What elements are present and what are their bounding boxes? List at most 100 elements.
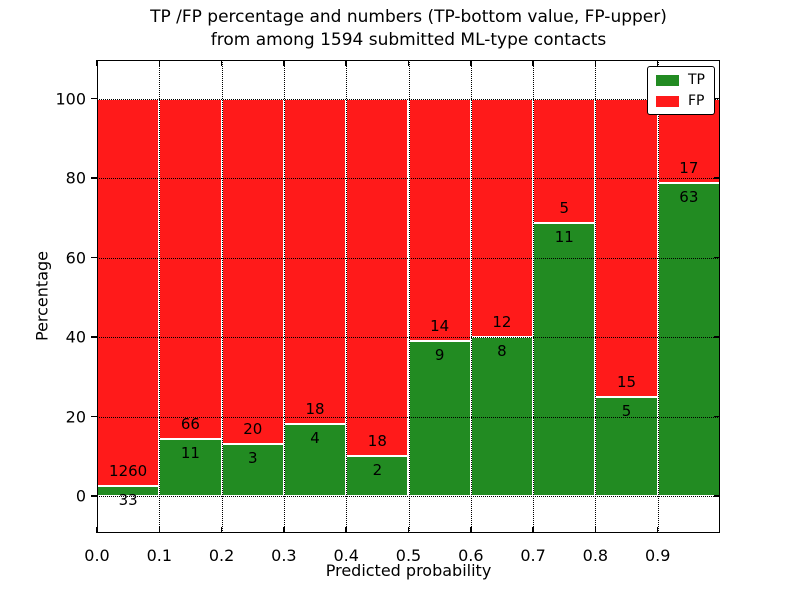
y-tick <box>714 336 720 338</box>
bar-fp-segment <box>221 98 284 445</box>
x-tick <box>656 60 659 66</box>
y-tick-label: 40 <box>65 327 86 347</box>
x-tick <box>283 60 285 66</box>
bar-fp-count-label: 1260 <box>109 461 148 480</box>
x-tick-label: 0.9 <box>644 546 671 565</box>
y-tick <box>91 256 97 259</box>
x-tick <box>532 527 534 533</box>
legend: TP FP <box>647 66 715 115</box>
legend-swatch-fp <box>656 95 679 107</box>
v-gridline <box>283 60 285 533</box>
chart-title-line1: TP /FP percentage and numbers (TP-bottom… <box>150 7 667 27</box>
x-tick <box>96 60 98 66</box>
x-tick-label: 0.2 <box>208 546 235 565</box>
bar-tp-count-label: 3 <box>247 449 258 468</box>
x-tick <box>594 60 597 66</box>
bar-tp-count-label: 11 <box>180 444 200 463</box>
bar-tp-count-label: 4 <box>310 428 320 447</box>
y-tick-label: 80 <box>65 168 86 188</box>
x-tick-label: 0.6 <box>458 546 484 565</box>
bar-tp-segment <box>346 456 409 496</box>
x-tick-label: 0.8 <box>582 546 609 565</box>
x-tick <box>470 60 472 66</box>
bar-fp-segment <box>159 98 222 440</box>
x-tick <box>656 527 659 533</box>
y-tick <box>91 495 97 497</box>
bar-tp-count-label: 8 <box>497 342 507 361</box>
bar-fp-segment <box>97 98 160 486</box>
x-tick-label: 0.7 <box>520 546 546 565</box>
legend-label-tp: TP <box>688 72 705 88</box>
y-tick <box>91 336 97 338</box>
plot-area: 0 20 40 60 80 100 0.0 0.1 0.2 0.3 0.4 0.5 0.6 0.7 0.8 0… <box>55 60 720 565</box>
chart-title-line2: from among 1594 submitted ML-type contac… <box>210 30 607 50</box>
y-tick <box>91 97 97 100</box>
x-tick-label: 0.0 <box>84 546 110 565</box>
v-gridline <box>470 60 472 533</box>
x-axis-label: Predicted probability <box>325 561 492 580</box>
bar-tp-count-label: 9 <box>434 345 445 364</box>
bar-tp-count-label: 2 <box>372 461 383 480</box>
x-tick <box>532 60 534 66</box>
y-tick <box>714 415 720 418</box>
v-gridline <box>408 60 410 533</box>
y-tick <box>91 177 97 179</box>
v-gridline <box>533 60 535 533</box>
x-tick <box>407 527 410 533</box>
bar-fp-segment <box>408 98 471 341</box>
bar-tp-count-label: 11 <box>554 227 574 246</box>
legend-swatch-tp <box>656 74 679 86</box>
bar-fp-count-label: 18 <box>305 399 325 418</box>
bar-fp-count-label: 14 <box>430 316 450 335</box>
bar-tp-count-label: 63 <box>679 188 699 207</box>
y-tick-label: 100 <box>55 89 86 109</box>
x-tick <box>158 60 161 66</box>
bar-tp-segment <box>283 423 347 496</box>
bar-fp-count-label: 66 <box>180 415 200 434</box>
bar-tp-segment <box>221 444 284 496</box>
y-tick-label: 60 <box>65 248 86 268</box>
bar-tp-segment <box>595 396 658 496</box>
y-tick-label: 0 <box>75 486 86 506</box>
legend-item-tp: TP <box>656 73 705 87</box>
x-tick <box>220 60 223 66</box>
x-tick <box>345 527 347 533</box>
legend-item-fp: FP <box>656 94 705 108</box>
x-tick <box>158 527 161 533</box>
v-gridline <box>221 60 223 533</box>
y-tick <box>714 177 720 179</box>
y-tick <box>714 97 720 100</box>
bar-tp-segment <box>408 340 471 496</box>
bar-fp-segment <box>595 98 658 397</box>
x-tick-label: 0.1 <box>146 546 173 565</box>
bar-fp-segment <box>283 98 347 424</box>
x-tick <box>220 527 223 533</box>
y-tick <box>714 256 720 259</box>
bar-fp-segment <box>346 98 409 457</box>
x-tick <box>96 527 98 533</box>
x-tick <box>283 527 285 533</box>
bar-fp-count-label: 18 <box>367 432 387 451</box>
bar-fp-count-label: 20 <box>243 420 263 439</box>
bar-fp-segment <box>470 98 534 338</box>
y-tick-label: 20 <box>65 407 86 427</box>
bar-fp-count-label: 12 <box>492 313 512 332</box>
v-gridline <box>346 60 348 533</box>
y-tick <box>91 415 97 418</box>
v-gridline <box>159 60 161 533</box>
x-tick-label: 0.4 <box>333 546 359 565</box>
x-tick <box>594 527 597 533</box>
y-tick <box>714 495 720 497</box>
bar-tp-segment <box>533 222 596 496</box>
x-tick <box>470 527 472 533</box>
x-tick-label: 0.3 <box>271 546 297 565</box>
v-gridline <box>657 60 659 533</box>
bar-tp-segment <box>657 183 720 496</box>
bar-fp-segment <box>533 98 596 223</box>
legend-label-fp: FP <box>688 93 705 109</box>
v-gridline <box>595 60 597 533</box>
bar-tp-count-label: 33 <box>118 490 138 509</box>
x-tick-label: 0.5 <box>395 546 422 565</box>
bar-fp-count-label: 17 <box>679 159 699 178</box>
